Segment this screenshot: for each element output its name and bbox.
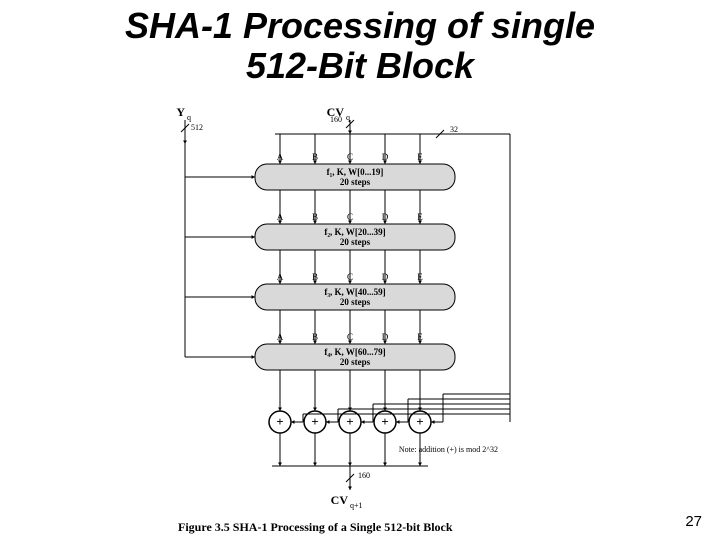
svg-text:512: 512 <box>191 123 203 132</box>
title-line1: SHA-1 Processing of single <box>125 5 595 46</box>
svg-text:q: q <box>187 113 191 122</box>
svg-text:B: B <box>312 212 318 222</box>
svg-text:C: C <box>347 212 353 222</box>
svg-text:q: q <box>346 113 350 122</box>
svg-text:Note: addition (+) is mod 2^3: Note: addition (+) is mod 2^32 <box>399 445 498 454</box>
svg-text:C: C <box>347 152 353 162</box>
svg-text:20 steps: 20 steps <box>340 237 371 247</box>
svg-text:A: A <box>277 152 284 162</box>
figure-caption: Figure 3.5 SHA-1 Processing of a Single … <box>178 520 453 535</box>
svg-text:+: + <box>276 414 283 429</box>
svg-text:160: 160 <box>358 471 370 480</box>
svg-text:A: A <box>277 272 284 282</box>
svg-text:f₂, K, W[20...39]: f₂, K, W[20...39] <box>324 227 385 237</box>
page-title: SHA-1 Processing of single 512-Bit Block <box>0 6 720 85</box>
svg-text:+: + <box>416 414 423 429</box>
svg-text:A: A <box>277 212 284 222</box>
title-line2: 512-Bit Block <box>246 45 474 86</box>
svg-text:D: D <box>382 212 389 222</box>
svg-text:20 steps: 20 steps <box>340 177 371 187</box>
svg-text:E: E <box>417 332 423 342</box>
svg-text:D: D <box>382 152 389 162</box>
svg-text:f₄, K, W[60...79]: f₄, K, W[60...79] <box>324 347 385 357</box>
svg-text:D: D <box>382 332 389 342</box>
svg-text:f₁, K, W[0...19]: f₁, K, W[0...19] <box>327 167 384 177</box>
page-number: 27 <box>685 513 702 530</box>
svg-text:+: + <box>381 414 388 429</box>
diagram-svg: Yq512CVq16032ABCDEf₁, K, W[0...19]20 ste… <box>150 104 570 524</box>
svg-text:Y: Y <box>176 105 185 119</box>
svg-text:E: E <box>417 152 423 162</box>
svg-text:f₃, K, W[40...59]: f₃, K, W[40...59] <box>324 287 385 297</box>
svg-text:CV: CV <box>331 493 349 507</box>
svg-text:20 steps: 20 steps <box>340 297 371 307</box>
svg-text:B: B <box>312 152 318 162</box>
svg-text:q+1: q+1 <box>350 501 363 510</box>
svg-text:E: E <box>417 272 423 282</box>
svg-text:20 steps: 20 steps <box>340 357 371 367</box>
svg-text:C: C <box>347 272 353 282</box>
svg-text:E: E <box>417 212 423 222</box>
svg-text:32: 32 <box>450 125 458 134</box>
svg-text:B: B <box>312 272 318 282</box>
svg-text:160: 160 <box>330 115 342 124</box>
svg-text:+: + <box>346 414 353 429</box>
svg-text:A: A <box>277 332 284 342</box>
sha1-diagram: Yq512CVq16032ABCDEf₁, K, W[0...19]20 ste… <box>150 104 570 524</box>
svg-text:C: C <box>347 332 353 342</box>
svg-text:D: D <box>382 272 389 282</box>
svg-text:B: B <box>312 332 318 342</box>
svg-text:+: + <box>311 414 318 429</box>
